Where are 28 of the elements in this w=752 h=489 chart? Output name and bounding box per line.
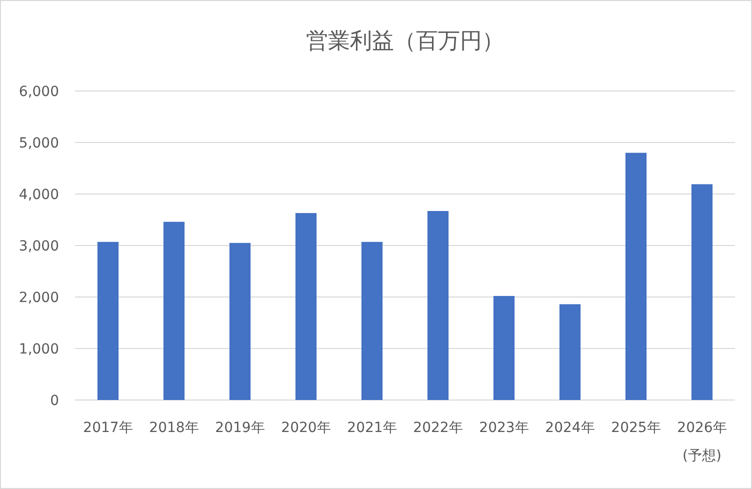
bar <box>97 242 119 400</box>
y-tick-label: 3,000 <box>18 238 59 254</box>
bar <box>559 304 581 400</box>
bar <box>691 184 713 400</box>
chart-title: 営業利益（百万円） <box>306 29 504 54</box>
bar <box>295 213 317 400</box>
x-tick-label: 2026年 (予想) <box>677 420 727 464</box>
bar <box>493 296 515 400</box>
x-tick-label: 2023年 <box>479 420 529 436</box>
x-tick-label: 2018年 <box>149 420 199 436</box>
y-tick-label: 2,000 <box>18 290 59 306</box>
bar <box>163 222 185 400</box>
y-tick-label: 5,000 <box>18 136 59 152</box>
x-tick-label: 2024年 <box>545 420 595 436</box>
y-tick-label: 1,000 <box>18 342 59 358</box>
y-tick-label: 4,000 <box>18 187 59 203</box>
bar <box>427 210 449 400</box>
bar <box>229 242 251 400</box>
y-tick-label: 0 <box>50 393 59 409</box>
x-tick-label: 2020年 <box>281 420 331 436</box>
x-tick-label: 2017年 <box>83 420 133 436</box>
x-tick-label: 2019年 <box>215 420 265 436</box>
bar <box>625 152 647 400</box>
x-tick-label: 2022年 <box>413 420 463 436</box>
x-tick-label: 2021年 <box>347 420 397 436</box>
y-tick-label: 6,000 <box>18 84 59 100</box>
bar <box>361 242 383 400</box>
x-tick-label: 2025年 <box>611 420 661 436</box>
